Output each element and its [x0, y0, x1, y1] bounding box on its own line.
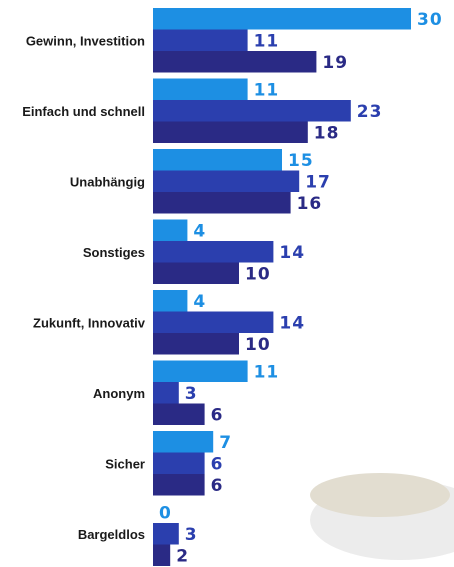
value-label: 15	[288, 151, 314, 171]
bar	[153, 544, 171, 566]
value-label: 4	[193, 221, 206, 241]
category-label: Unabhängig	[70, 175, 145, 190]
value-label: 14	[279, 313, 305, 333]
bar	[153, 333, 239, 355]
value-label: 4	[193, 292, 206, 312]
value-label: 19	[322, 53, 348, 73]
value-label: 17	[305, 172, 331, 192]
bar	[153, 474, 205, 496]
bar	[153, 523, 179, 545]
bar	[153, 360, 248, 382]
bar	[153, 121, 308, 143]
value-label: 23	[357, 102, 383, 122]
bar	[153, 192, 291, 214]
value-label: 6	[211, 454, 224, 474]
category-label: Einfach und schnell	[22, 104, 145, 119]
bar	[153, 382, 179, 404]
category-label: Sicher	[105, 457, 145, 472]
bar	[153, 262, 239, 284]
category-label: Bargeldlos	[78, 527, 145, 542]
bar	[153, 241, 274, 263]
value-label: 30	[417, 10, 443, 30]
value-label: 10	[245, 264, 271, 284]
bar	[153, 8, 411, 30]
value-label: 11	[254, 80, 280, 100]
bar	[153, 29, 248, 51]
category-label: Anonym	[93, 386, 145, 401]
value-label: 6	[211, 405, 224, 425]
bar	[153, 149, 282, 171]
value-label: 3	[185, 525, 198, 545]
value-label: 11	[254, 362, 280, 382]
bar	[153, 431, 214, 453]
bar	[153, 452, 205, 474]
value-label: 10	[245, 335, 271, 355]
value-label: 11	[254, 31, 280, 51]
value-label: 2	[176, 546, 189, 566]
category-label: Gewinn, Investition	[26, 34, 145, 49]
bar	[153, 311, 274, 333]
value-label: 0	[159, 503, 172, 523]
category-label: Sonstiges	[83, 245, 145, 260]
bar	[153, 290, 188, 312]
category-label: Zukunft, Innovativ	[33, 316, 146, 331]
value-label: 18	[314, 123, 340, 143]
bar	[153, 51, 317, 73]
bar	[153, 78, 248, 100]
value-label: 6	[211, 476, 224, 496]
value-label: 3	[185, 384, 198, 404]
value-label: 14	[279, 243, 305, 263]
value-label: 16	[297, 194, 323, 214]
coin-decoration	[310, 473, 450, 517]
bar	[153, 219, 188, 241]
value-label: 7	[219, 433, 232, 453]
bar	[153, 100, 351, 122]
bar	[153, 170, 300, 192]
bar	[153, 403, 205, 425]
